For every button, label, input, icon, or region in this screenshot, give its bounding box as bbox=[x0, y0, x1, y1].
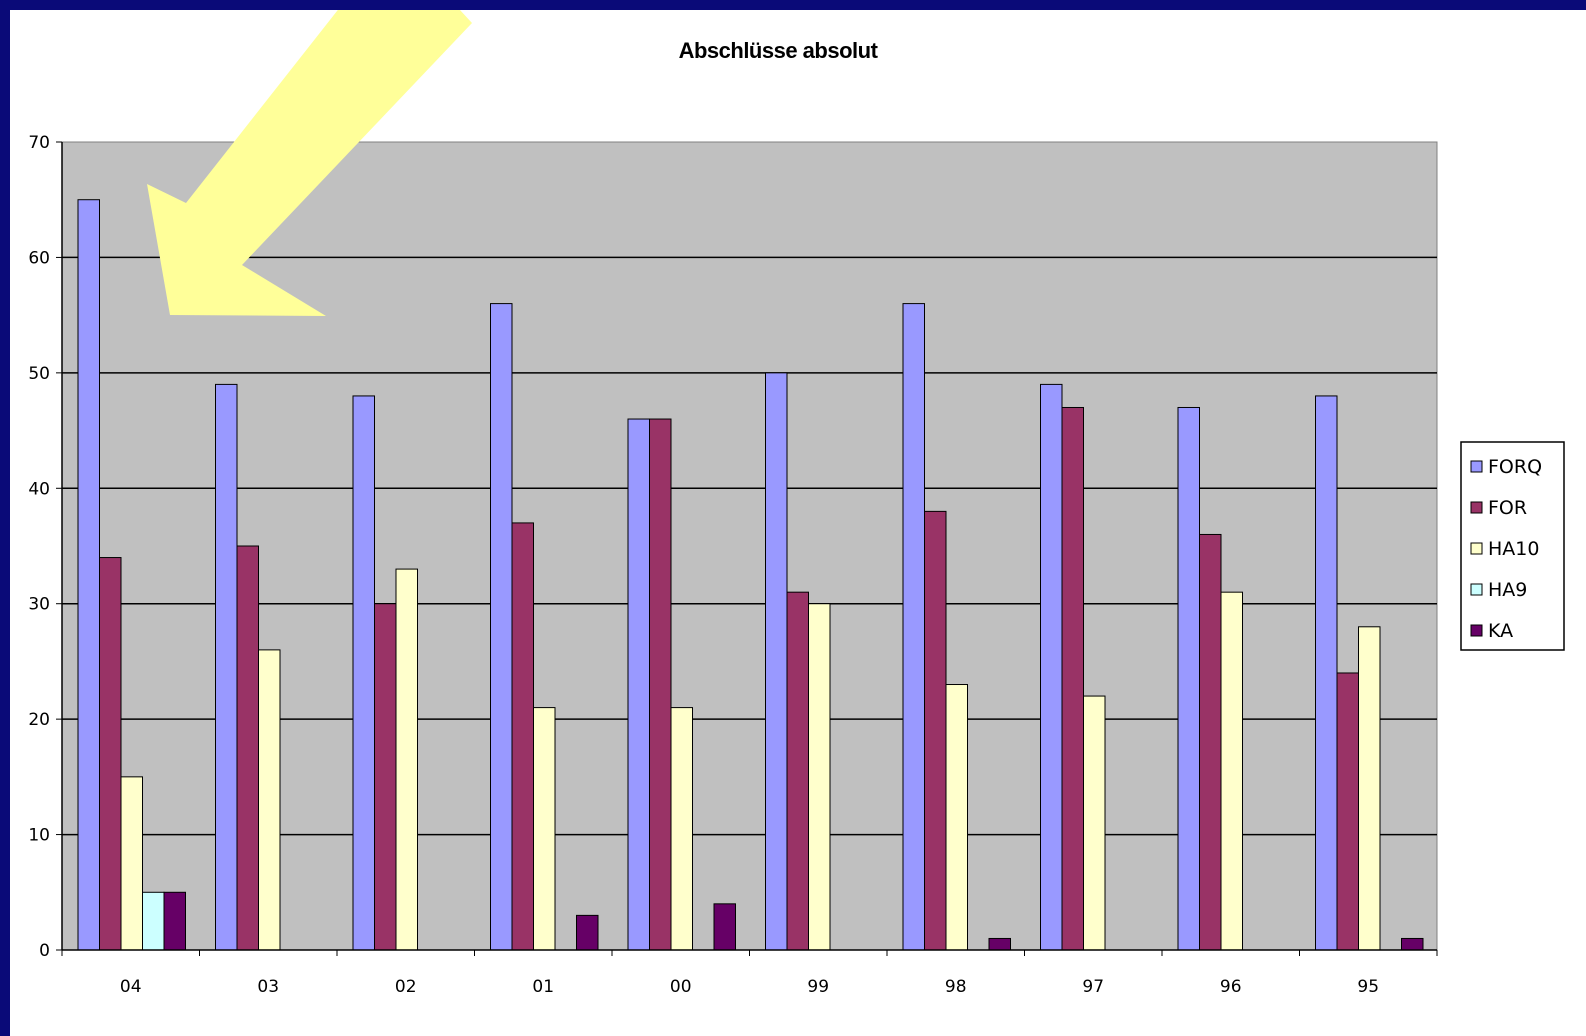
bar-for-96 bbox=[1199, 533, 1222, 951]
axes: 0 10 20 30 40 50 60 70 04 03 02 01 00 99 98 97 96 95 bbox=[28, 133, 1438, 997]
legend-swatch-for bbox=[1470, 501, 1483, 514]
bar-forq-04 bbox=[77, 199, 100, 951]
bar-forq-02 bbox=[352, 395, 375, 951]
bar-ha10-00 bbox=[670, 707, 693, 951]
x-tick-label: 01 bbox=[532, 977, 554, 997]
bar-forq-00 bbox=[627, 418, 650, 951]
x-tick-label: 98 bbox=[945, 977, 967, 997]
slide: Abschlüsse absolut 0 10 20 30 40 50 60 70 04 03 02… bbox=[10, 10, 1586, 1036]
bar-forq-03 bbox=[215, 383, 238, 951]
bar-for-95 bbox=[1336, 672, 1359, 951]
bar-ha10-02 bbox=[395, 568, 418, 951]
bar-ha10-95 bbox=[1358, 626, 1381, 951]
bar-forq-97 bbox=[1040, 383, 1063, 951]
bar-for-99 bbox=[786, 591, 809, 951]
bar-forq-95 bbox=[1315, 395, 1338, 951]
bar-ha10-01 bbox=[533, 707, 556, 951]
legend-label-for: FOR bbox=[1488, 497, 1527, 519]
bar-ka-00 bbox=[713, 903, 736, 951]
y-tick-label: 50 bbox=[28, 364, 50, 384]
bar-ka-95 bbox=[1401, 937, 1424, 951]
bar-ha10-96 bbox=[1220, 591, 1243, 951]
bars bbox=[77, 199, 1424, 951]
bar-ka-01 bbox=[576, 914, 599, 951]
bar-ha10-97 bbox=[1083, 695, 1106, 951]
legend: FORQ FOR HA10 HA9 KA bbox=[1460, 441, 1565, 651]
bar-for-98 bbox=[924, 510, 947, 951]
bar-forq-01 bbox=[490, 303, 513, 951]
bar-ha9-04 bbox=[142, 891, 165, 951]
legend-swatch-ka bbox=[1470, 624, 1483, 637]
x-tick-label: 03 bbox=[257, 977, 279, 997]
legend-swatch-ha10 bbox=[1470, 542, 1483, 555]
bar-ha10-04 bbox=[120, 776, 143, 951]
bar-for-00 bbox=[649, 418, 672, 951]
x-tick-label: 95 bbox=[1357, 977, 1379, 997]
y-tick-label: 0 bbox=[39, 941, 50, 961]
y-tick-label: 60 bbox=[28, 248, 50, 268]
bar-ka-04 bbox=[163, 891, 186, 951]
x-tick-label: 96 bbox=[1220, 977, 1242, 997]
y-tick-label: 70 bbox=[28, 133, 50, 153]
y-tick-label: 20 bbox=[28, 710, 50, 730]
bar-ha10-98 bbox=[945, 684, 968, 951]
legend-swatch-ha9 bbox=[1470, 583, 1483, 596]
legend-label-ha9: HA9 bbox=[1488, 579, 1527, 601]
legend-label-ha10: HA10 bbox=[1488, 538, 1539, 560]
bar-ha10-99 bbox=[808, 603, 831, 951]
legend-swatch-forq bbox=[1470, 460, 1483, 473]
chart-title: Abschlüsse absolut bbox=[679, 38, 879, 63]
bar-ha10-03 bbox=[258, 649, 281, 951]
x-tick-label: 99 bbox=[807, 977, 829, 997]
x-tick-label: 97 bbox=[1082, 977, 1104, 997]
y-tick-label: 10 bbox=[28, 826, 50, 846]
bar-forq-98 bbox=[902, 303, 925, 951]
bar-ka-98 bbox=[988, 937, 1011, 951]
bar-for-97 bbox=[1061, 406, 1084, 951]
x-tick-label: 04 bbox=[120, 977, 142, 997]
x-tick-label: 00 bbox=[670, 977, 692, 997]
y-tick-label: 40 bbox=[28, 479, 50, 499]
bar-for-01 bbox=[511, 522, 534, 951]
x-tick-label: 02 bbox=[395, 977, 417, 997]
legend-label-forq: FORQ bbox=[1488, 456, 1542, 478]
y-tick-label: 30 bbox=[28, 595, 50, 615]
legend-label-ka: KA bbox=[1488, 620, 1513, 642]
bar-forq-96 bbox=[1177, 406, 1200, 951]
bar-for-03 bbox=[236, 545, 259, 951]
highlight-arrow bbox=[147, 10, 472, 316]
bar-forq-99 bbox=[765, 372, 788, 951]
bar-for-02 bbox=[374, 603, 397, 951]
bar-for-04 bbox=[99, 557, 122, 951]
